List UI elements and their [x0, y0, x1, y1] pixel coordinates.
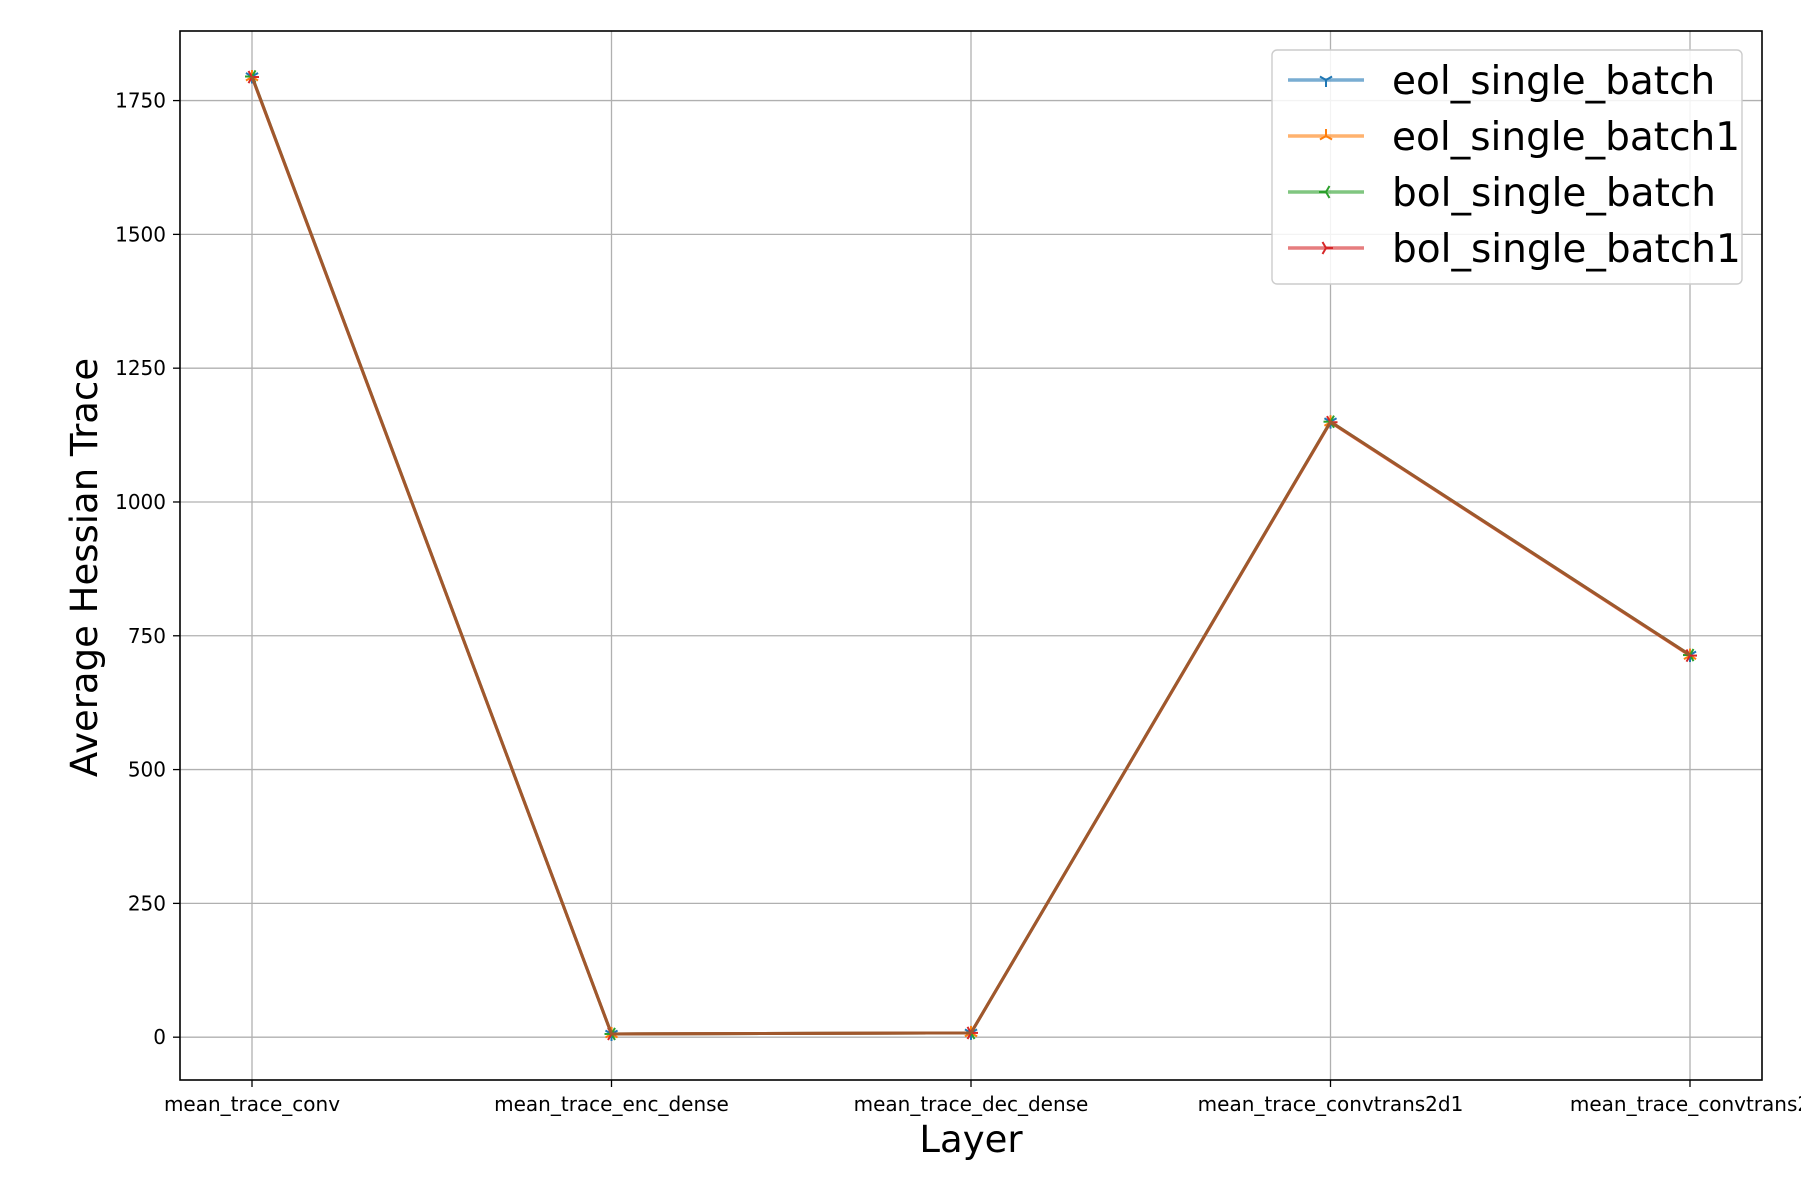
legend-marker-eol_single_batch1: [1319, 129, 1333, 141]
series-lines: [245, 69, 1697, 1041]
axis-ticks: mean_trace_conv mean_trace_enc_dense mean_…: [115, 89, 1801, 1116]
x-tick-label: mean_trace_enc_dense: [494, 1092, 729, 1116]
marker-stroke: [1325, 185, 1331, 193]
legend: eol_single_batch eol_single_batch1 bol_sin…: [1271, 49, 1743, 285]
y-tick-label: 1250: [115, 356, 166, 380]
legend-marker-bol_single_batch: [1319, 185, 1331, 199]
legend-label-eol_single_batch: eol_single_batch: [1392, 59, 1715, 104]
marker-stroke: [1319, 75, 1327, 81]
x-tick-label: mean_trace_convtrans2d1: [1198, 1092, 1464, 1116]
marker-stroke: [1321, 247, 1327, 255]
x-tick-label: mean_trace_convtrans2: [1570, 1092, 1801, 1116]
marker-stroke: [247, 70, 253, 78]
legend-box: [1271, 49, 1743, 285]
legend-label-bol_single_batch: bol_single_batch: [1392, 171, 1716, 216]
marker-stroke: [1321, 241, 1327, 249]
marker-stroke: [1325, 135, 1333, 141]
y-tick-label: 0: [153, 1025, 166, 1049]
y-tick-label: 1000: [115, 490, 166, 514]
y-tick-label: 250: [128, 891, 166, 915]
legend-marker-bol_single_batch1: [1321, 241, 1333, 255]
x-tick-label: mean_trace_dec_dense: [854, 1092, 1089, 1116]
marker-stroke: [1325, 75, 1333, 81]
y-tick-label: 750: [128, 624, 166, 648]
y-tick-label: 500: [128, 758, 166, 782]
y-tick-label: 1500: [115, 222, 166, 246]
legend-marker-eol_single_batch: [1319, 75, 1333, 87]
x-tick-label: mean_trace_conv: [164, 1092, 340, 1116]
legend-label-bol_single_batch1: bol_single_batch1: [1392, 227, 1741, 272]
marker-stroke: [1319, 135, 1327, 141]
y-tick-label: 1750: [115, 89, 166, 113]
legend-label-eol_single_batch1: eol_single_batch1: [1392, 115, 1740, 160]
x-axis-title: Layer: [919, 1118, 1023, 1161]
marker-stroke: [251, 69, 257, 77]
marker-stroke: [1685, 655, 1691, 663]
y-axis-title: Average Hessian Trace: [63, 358, 106, 777]
marker-stroke: [1325, 191, 1331, 199]
series-overlay-line: [250, 75, 1691, 1036]
